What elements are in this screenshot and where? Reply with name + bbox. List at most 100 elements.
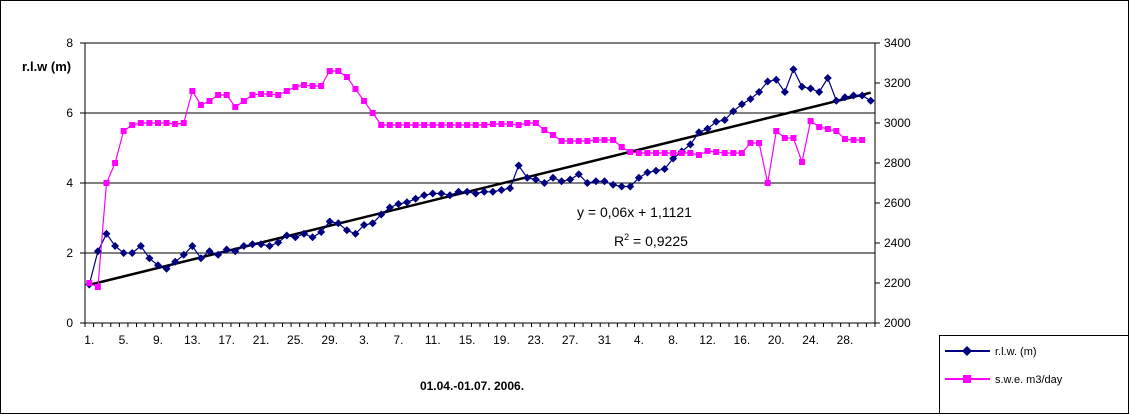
x-axis-tick-label: 21. — [253, 333, 270, 347]
x-axis-tick-label: 8. — [668, 333, 678, 347]
swe-point — [481, 122, 488, 128]
swe-point — [644, 150, 651, 156]
rlw-point — [488, 187, 497, 196]
swe-point — [283, 88, 290, 94]
swe-point — [653, 150, 660, 156]
x-axis-tick-label: 23. — [527, 333, 544, 347]
swe-point — [472, 122, 479, 128]
left-axis-tick-label: 6 — [66, 106, 73, 120]
rlw-point — [523, 173, 532, 182]
x-axis-tick-label: 20. — [768, 333, 785, 347]
rlw-point — [205, 247, 214, 256]
swe-point — [352, 86, 359, 92]
rlw-point — [506, 184, 515, 193]
trendline-equation: y = 0,06x + 1,1121 — [577, 204, 692, 220]
right-axis-tick-label: 2000 — [884, 316, 911, 330]
rlw-point — [703, 124, 712, 133]
swe-point — [549, 132, 556, 138]
swe-point — [309, 83, 316, 89]
rlw-point — [128, 249, 137, 257]
swe-point — [730, 150, 737, 156]
x-axis-tick-label: 16. — [734, 333, 751, 347]
rlw-point — [763, 77, 772, 86]
left-axis-tick-label: 0 — [66, 316, 73, 330]
rlw-point — [222, 245, 231, 254]
swe-point — [326, 68, 333, 74]
swe-point — [824, 126, 831, 132]
legend-label-swe: s.w.e. m3/day — [995, 374, 1063, 386]
swe-point — [618, 144, 625, 150]
rlw-point — [248, 240, 257, 249]
left-axis-tick-label: 8 — [66, 36, 73, 50]
rlw-point — [780, 88, 789, 96]
rlw-point — [171, 257, 180, 266]
swe-point — [695, 152, 702, 158]
x-axis-tick-label: 27. — [562, 333, 579, 347]
swe-point — [859, 137, 866, 143]
swe-point — [249, 92, 256, 98]
swe-point — [567, 138, 574, 144]
rlw-point — [712, 117, 721, 126]
rlw-point — [299, 229, 308, 238]
rlw-point — [145, 254, 154, 263]
swe-point — [799, 159, 806, 165]
swe-point — [369, 110, 376, 116]
rlw-point — [652, 166, 661, 175]
rlw-point — [342, 226, 351, 235]
right-axis-tick-label: 2200 — [884, 276, 911, 290]
rlw-point — [755, 88, 764, 96]
rlw-point — [394, 200, 403, 208]
rlw-point — [428, 189, 437, 198]
swe-point — [266, 91, 273, 97]
rlw-point — [540, 179, 549, 187]
rlw-point — [377, 210, 386, 219]
rlw-point — [257, 240, 266, 249]
rlw-point — [308, 233, 317, 242]
swe-point — [163, 120, 170, 126]
rlw-point — [282, 231, 291, 240]
right-axis-tick-label: 3000 — [884, 116, 911, 130]
x-axis-tick-label: 5. — [119, 333, 129, 347]
swe-point — [146, 120, 153, 126]
swe-point — [215, 92, 222, 98]
trendline-r-squared: R2 = 0,9225 — [614, 232, 688, 249]
rlw-point — [214, 250, 223, 259]
rlw-point — [849, 91, 858, 100]
rlw-point — [591, 177, 600, 186]
x-axis-tick-label: 4. — [634, 333, 644, 347]
rlw-point — [497, 186, 506, 194]
swe-point — [781, 135, 788, 141]
right-axis-tick-label: 2800 — [884, 156, 911, 170]
swe-point — [592, 137, 599, 143]
swe-point — [429, 122, 436, 128]
swe-point — [575, 138, 582, 144]
rlw-point — [686, 140, 695, 149]
rlw-point — [626, 182, 635, 191]
right-axis-tick-label: 3400 — [884, 36, 911, 50]
swe-point — [240, 98, 247, 104]
x-axis-tick-label: 31 — [598, 333, 612, 347]
rlw-point — [746, 95, 755, 103]
x-axis-tick-label: 1. — [84, 333, 94, 347]
rlw-point — [609, 180, 618, 189]
swe-point — [601, 137, 608, 143]
swe-point — [154, 120, 161, 126]
swe-point — [275, 92, 282, 98]
swe-point — [258, 91, 265, 97]
rlw-point — [557, 177, 566, 186]
rlw-point — [823, 74, 832, 82]
right-axis-tick-label: 3200 — [884, 76, 911, 90]
swe-point — [627, 149, 634, 155]
rlw-point — [729, 107, 738, 116]
swe-point — [318, 83, 325, 89]
rlw-point — [325, 217, 334, 226]
right-axis-tick-label: 2600 — [884, 196, 911, 210]
swe-point — [103, 180, 110, 186]
series-layer — [85, 65, 875, 290]
rlw-point — [669, 154, 678, 163]
swe-point — [678, 150, 685, 156]
rlw-point — [737, 100, 746, 109]
legend-marker-rlw — [962, 346, 972, 356]
rlw-point — [866, 96, 875, 105]
x-axis-label: 01.04.-01.07. 2006. — [420, 379, 524, 393]
